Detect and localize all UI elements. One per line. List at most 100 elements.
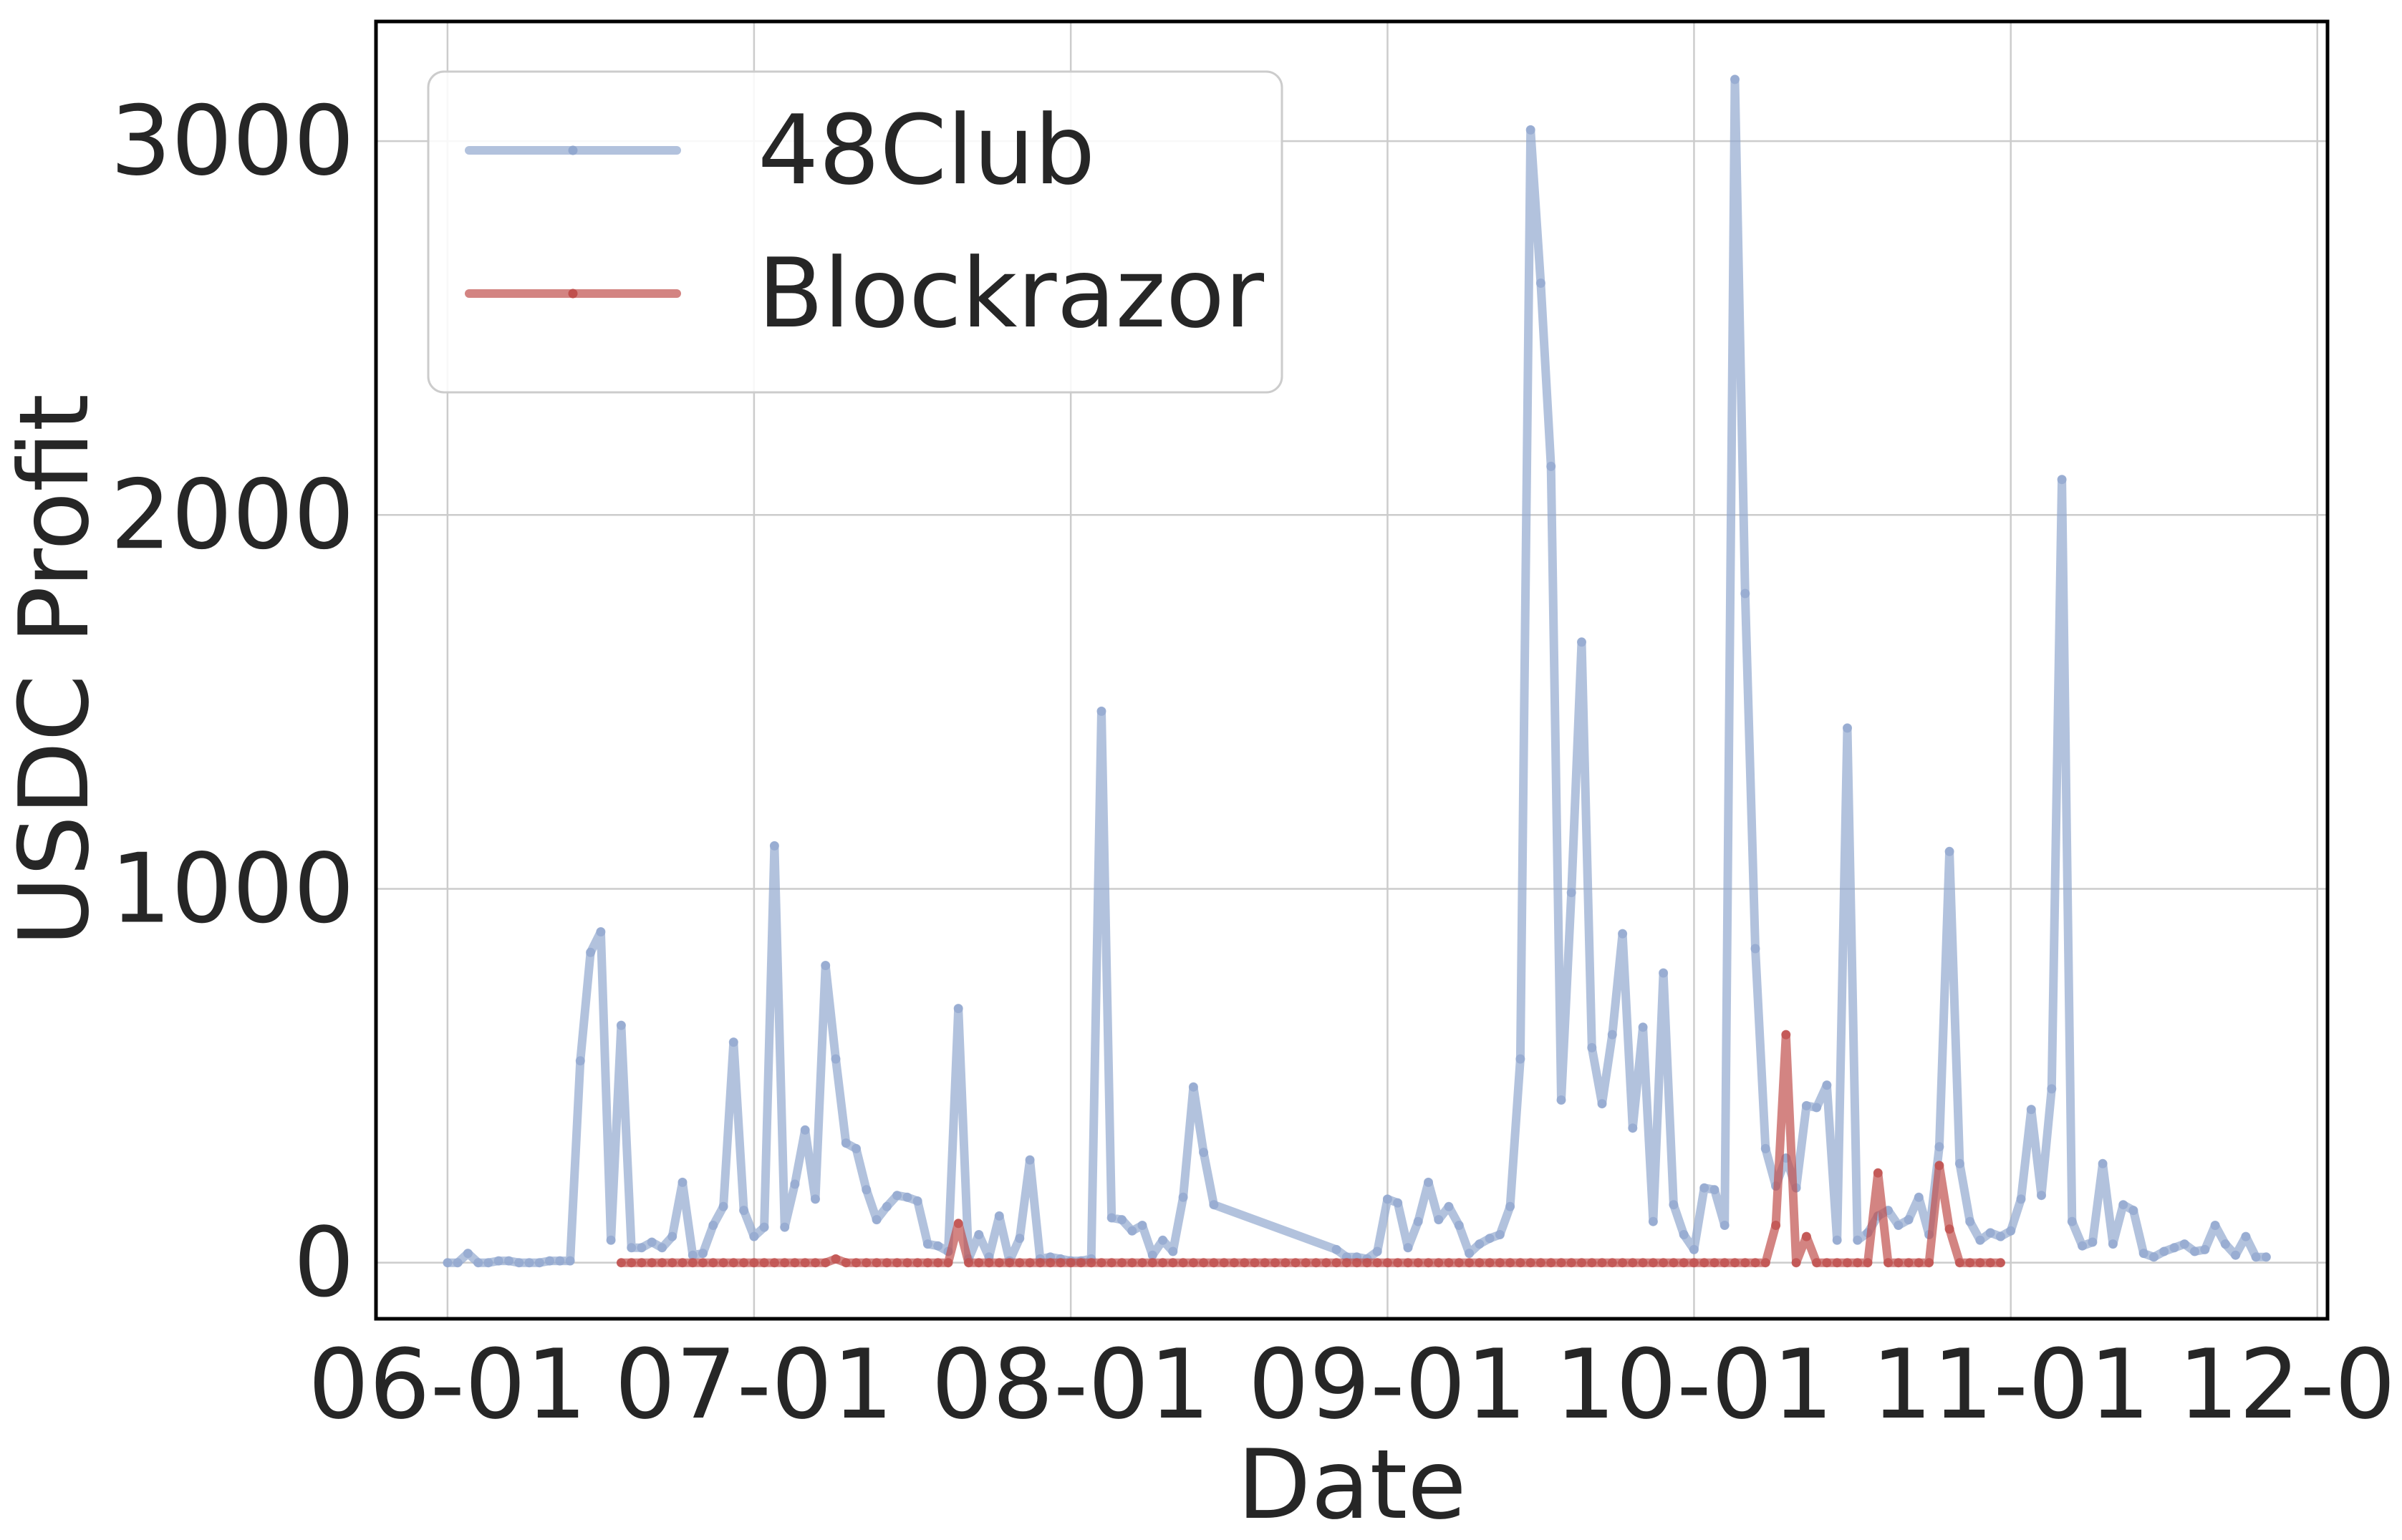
series-0-point-154 <box>2128 1206 2138 1216</box>
series-0-point-96 <box>1535 279 1545 288</box>
series-0-point-102 <box>1597 1099 1607 1109</box>
series-0-point-52 <box>974 1230 984 1239</box>
x-tick-label-6: 12-01 <box>2178 1329 2402 1440</box>
series-1-point-81 <box>1444 1258 1454 1268</box>
series-0-point-33 <box>780 1222 790 1232</box>
series-0-point-38 <box>831 1054 841 1064</box>
series-1-point-76 <box>1393 1258 1403 1268</box>
series-0-point-83 <box>1403 1243 1413 1253</box>
series-0-point-25 <box>698 1249 708 1259</box>
series-0-point-7 <box>514 1258 524 1268</box>
series-1-point-74 <box>1372 1258 1382 1268</box>
series-0-point-18 <box>627 1243 637 1253</box>
series-1-point-27 <box>892 1258 902 1268</box>
series-1-point-24 <box>862 1258 872 1268</box>
series-0-point-81 <box>1382 1194 1392 1204</box>
series-1-point-14 <box>759 1258 769 1268</box>
series-1-point-83 <box>1465 1258 1475 1268</box>
series-1-point-61 <box>1240 1258 1250 1268</box>
series-1-point-55 <box>1178 1258 1188 1268</box>
series-1-point-48 <box>1106 1258 1116 1268</box>
series-1-point-0 <box>616 1258 626 1268</box>
series-1-point-129 <box>1934 1161 1944 1171</box>
series-line-1 <box>617 1030 2005 1267</box>
series-1-point-56 <box>1188 1258 1198 1268</box>
legend-items: 48Club Blockrazor <box>465 95 1265 349</box>
series-0-point-95 <box>1525 125 1535 135</box>
series-1-point-19 <box>811 1258 820 1268</box>
series-0-point-97 <box>1546 461 1556 471</box>
series-1-point-107 <box>1709 1258 1719 1268</box>
series-layer <box>443 74 2271 1268</box>
series-1-point-70 <box>1331 1258 1341 1268</box>
series-0-point-151 <box>2098 1158 2108 1168</box>
series-0-point-3 <box>473 1258 483 1268</box>
series-0-point-143 <box>2016 1194 2026 1204</box>
series-1-point-67 <box>1301 1258 1311 1268</box>
series-0-point-136 <box>1944 846 1954 856</box>
series-0-point-104 <box>1618 929 1628 939</box>
series-0-point-152 <box>2108 1239 2118 1249</box>
series-0-point-54 <box>994 1211 1004 1221</box>
series-0-point-76 <box>1331 1244 1341 1254</box>
series-0-point-160 <box>2190 1246 2199 1256</box>
series-1-point-112 <box>1760 1258 1770 1268</box>
series-0-point-137 <box>1954 1158 1964 1168</box>
y-tick-label-3: 3000 <box>110 85 354 197</box>
series-1-point-15 <box>769 1258 779 1268</box>
series-0-point-73 <box>1188 1082 1198 1092</box>
series-1-point-26 <box>882 1258 892 1268</box>
series-1-point-71 <box>1341 1258 1351 1268</box>
series-0-point-72 <box>1178 1192 1188 1202</box>
series-0-point-27 <box>718 1201 728 1211</box>
x-axis-label: Date <box>1237 1429 1466 1540</box>
series-1-point-93 <box>1566 1258 1576 1268</box>
series-1-point-23 <box>852 1258 861 1268</box>
series-1-point-102 <box>1659 1258 1669 1268</box>
series-1-point-126 <box>1904 1258 1914 1268</box>
x-tick-label-1: 07-01 <box>614 1329 893 1440</box>
series-1-point-123 <box>1873 1168 1883 1178</box>
series-1-point-122 <box>1863 1258 1873 1268</box>
series-0-point-39 <box>841 1138 851 1148</box>
series-1-point-88 <box>1515 1258 1525 1268</box>
series-1-point-106 <box>1699 1258 1709 1268</box>
series-1-point-12 <box>739 1258 749 1268</box>
series-0-point-106 <box>1638 1022 1648 1032</box>
series-1-point-34 <box>964 1258 973 1268</box>
series-1-point-39 <box>1015 1258 1025 1268</box>
series-0-point-145 <box>2037 1191 2046 1201</box>
series-0-point-125 <box>1832 1235 1842 1245</box>
series-0-point-12 <box>565 1256 575 1266</box>
legend-marker-0 <box>568 145 578 155</box>
y-axis-label: USDC Profit <box>0 394 110 946</box>
series-1 <box>616 1030 2005 1268</box>
series-0-point-46 <box>912 1196 922 1206</box>
series-0-point-70 <box>1158 1235 1168 1245</box>
series-0-point-116 <box>1740 589 1750 599</box>
series-0-point-166 <box>2251 1252 2261 1262</box>
series-0-point-8 <box>524 1258 534 1268</box>
series-1-point-66 <box>1291 1258 1301 1268</box>
series-0-point-105 <box>1628 1123 1638 1133</box>
series-0-point-32 <box>769 841 779 851</box>
series-1-point-10 <box>718 1258 728 1268</box>
series-0-point-155 <box>2138 1249 2148 1259</box>
series-1-point-100 <box>1638 1258 1648 1268</box>
series-1-point-29 <box>912 1258 922 1268</box>
series-0-point-4 <box>483 1258 493 1268</box>
plot-frame <box>374 19 2330 1321</box>
series-0-point-40 <box>852 1143 861 1153</box>
series-1-point-38 <box>1005 1258 1015 1268</box>
series-0-point-41 <box>862 1185 872 1195</box>
series-0-point-118 <box>1760 1143 1770 1153</box>
series-0-point-15 <box>596 927 606 936</box>
series-0 <box>443 74 2271 1268</box>
series-1-point-125 <box>1894 1258 1904 1268</box>
series-1-point-51 <box>1137 1258 1147 1268</box>
series-1-point-49 <box>1117 1258 1127 1268</box>
series-1-point-42 <box>1046 1258 1056 1268</box>
series-1-point-60 <box>1229 1258 1239 1268</box>
series-1-point-41 <box>1035 1258 1045 1268</box>
x-tick-label-5: 11-01 <box>1871 1329 2150 1440</box>
